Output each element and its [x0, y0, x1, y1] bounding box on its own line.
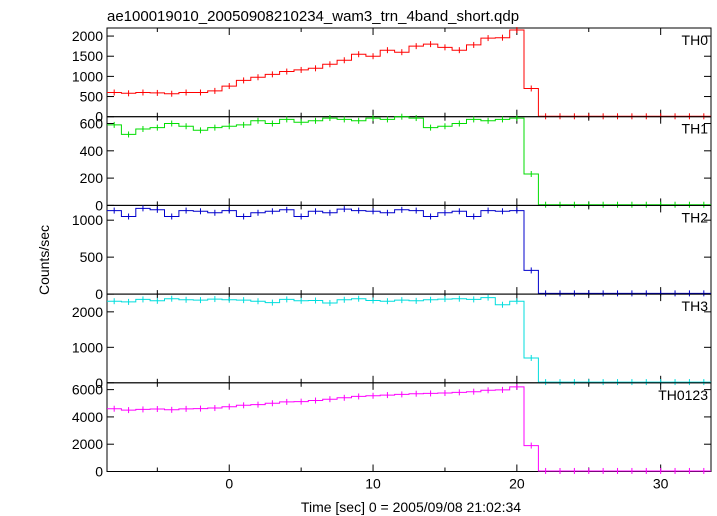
- panel-th1: 0 200 400 600 TH1: [80, 113, 712, 213]
- panel-label: TH0: [682, 32, 709, 48]
- x-tick-label: 20: [509, 476, 525, 492]
- x-tick-label: 0: [225, 476, 233, 492]
- panel-label: TH3: [682, 298, 709, 314]
- y-tick-label: 400: [80, 143, 104, 159]
- panel-frame: [106, 382, 712, 472]
- y-axis-label: Counts/sec: [36, 225, 52, 295]
- panel-frame: [106, 27, 712, 118]
- y-tick-label: 500: [80, 249, 104, 265]
- series-line-th1: [107, 116, 711, 206]
- panel-label: TH2: [682, 209, 709, 225]
- panel-frame: [106, 293, 712, 384]
- y-tick-label: 500: [80, 89, 104, 105]
- chart-title: ae100019010_20050908210234_wam3_trn_4ban…: [107, 8, 519, 25]
- y-tick-label: 600: [80, 116, 104, 132]
- y-tick-label: 0: [95, 464, 103, 480]
- y-tick-label: 0: [95, 286, 103, 302]
- y-tick-label: 1500: [72, 48, 103, 64]
- y-tick-label: 0: [95, 197, 103, 213]
- y-tick-label: 1000: [72, 68, 103, 84]
- y-tick-label: 2000: [72, 28, 103, 44]
- y-tick-label: 200: [80, 170, 104, 186]
- x-axis-label: Time [sec] 0 = 2005/09/08 21:02:34: [301, 499, 521, 515]
- series-line-th2: [107, 207, 711, 294]
- y-tick-label: 1000: [72, 212, 103, 228]
- y-tick-label: 6000: [72, 382, 103, 398]
- y-tick-label: 0: [95, 375, 103, 391]
- y-tick-label: 0: [95, 109, 103, 125]
- panel-label: TH1: [682, 121, 709, 137]
- panel-label: TH0123: [658, 387, 708, 403]
- y-tick-label: 2000: [72, 304, 103, 320]
- panel-th0: 0 500 1000 1500 2000 TH0: [72, 27, 712, 125]
- x-tick-label: 30: [653, 476, 669, 492]
- x-tick-label: 10: [365, 476, 381, 492]
- panel-th3: 0 1000 2000 TH3: [72, 293, 712, 391]
- series-line-th3: [107, 297, 711, 383]
- series-line-th0: [107, 29, 711, 117]
- series-line-th0123: [107, 386, 711, 472]
- panel-th0123: 0 2000 4000 6000 TH0123: [72, 382, 712, 480]
- panel-th2: 0 500 1000 TH2: [72, 204, 712, 302]
- y-tick-label: 4000: [72, 409, 103, 425]
- panel-frame: [106, 204, 712, 295]
- y-tick-label: 2000: [72, 436, 103, 452]
- y-tick-label: 1000: [72, 339, 103, 355]
